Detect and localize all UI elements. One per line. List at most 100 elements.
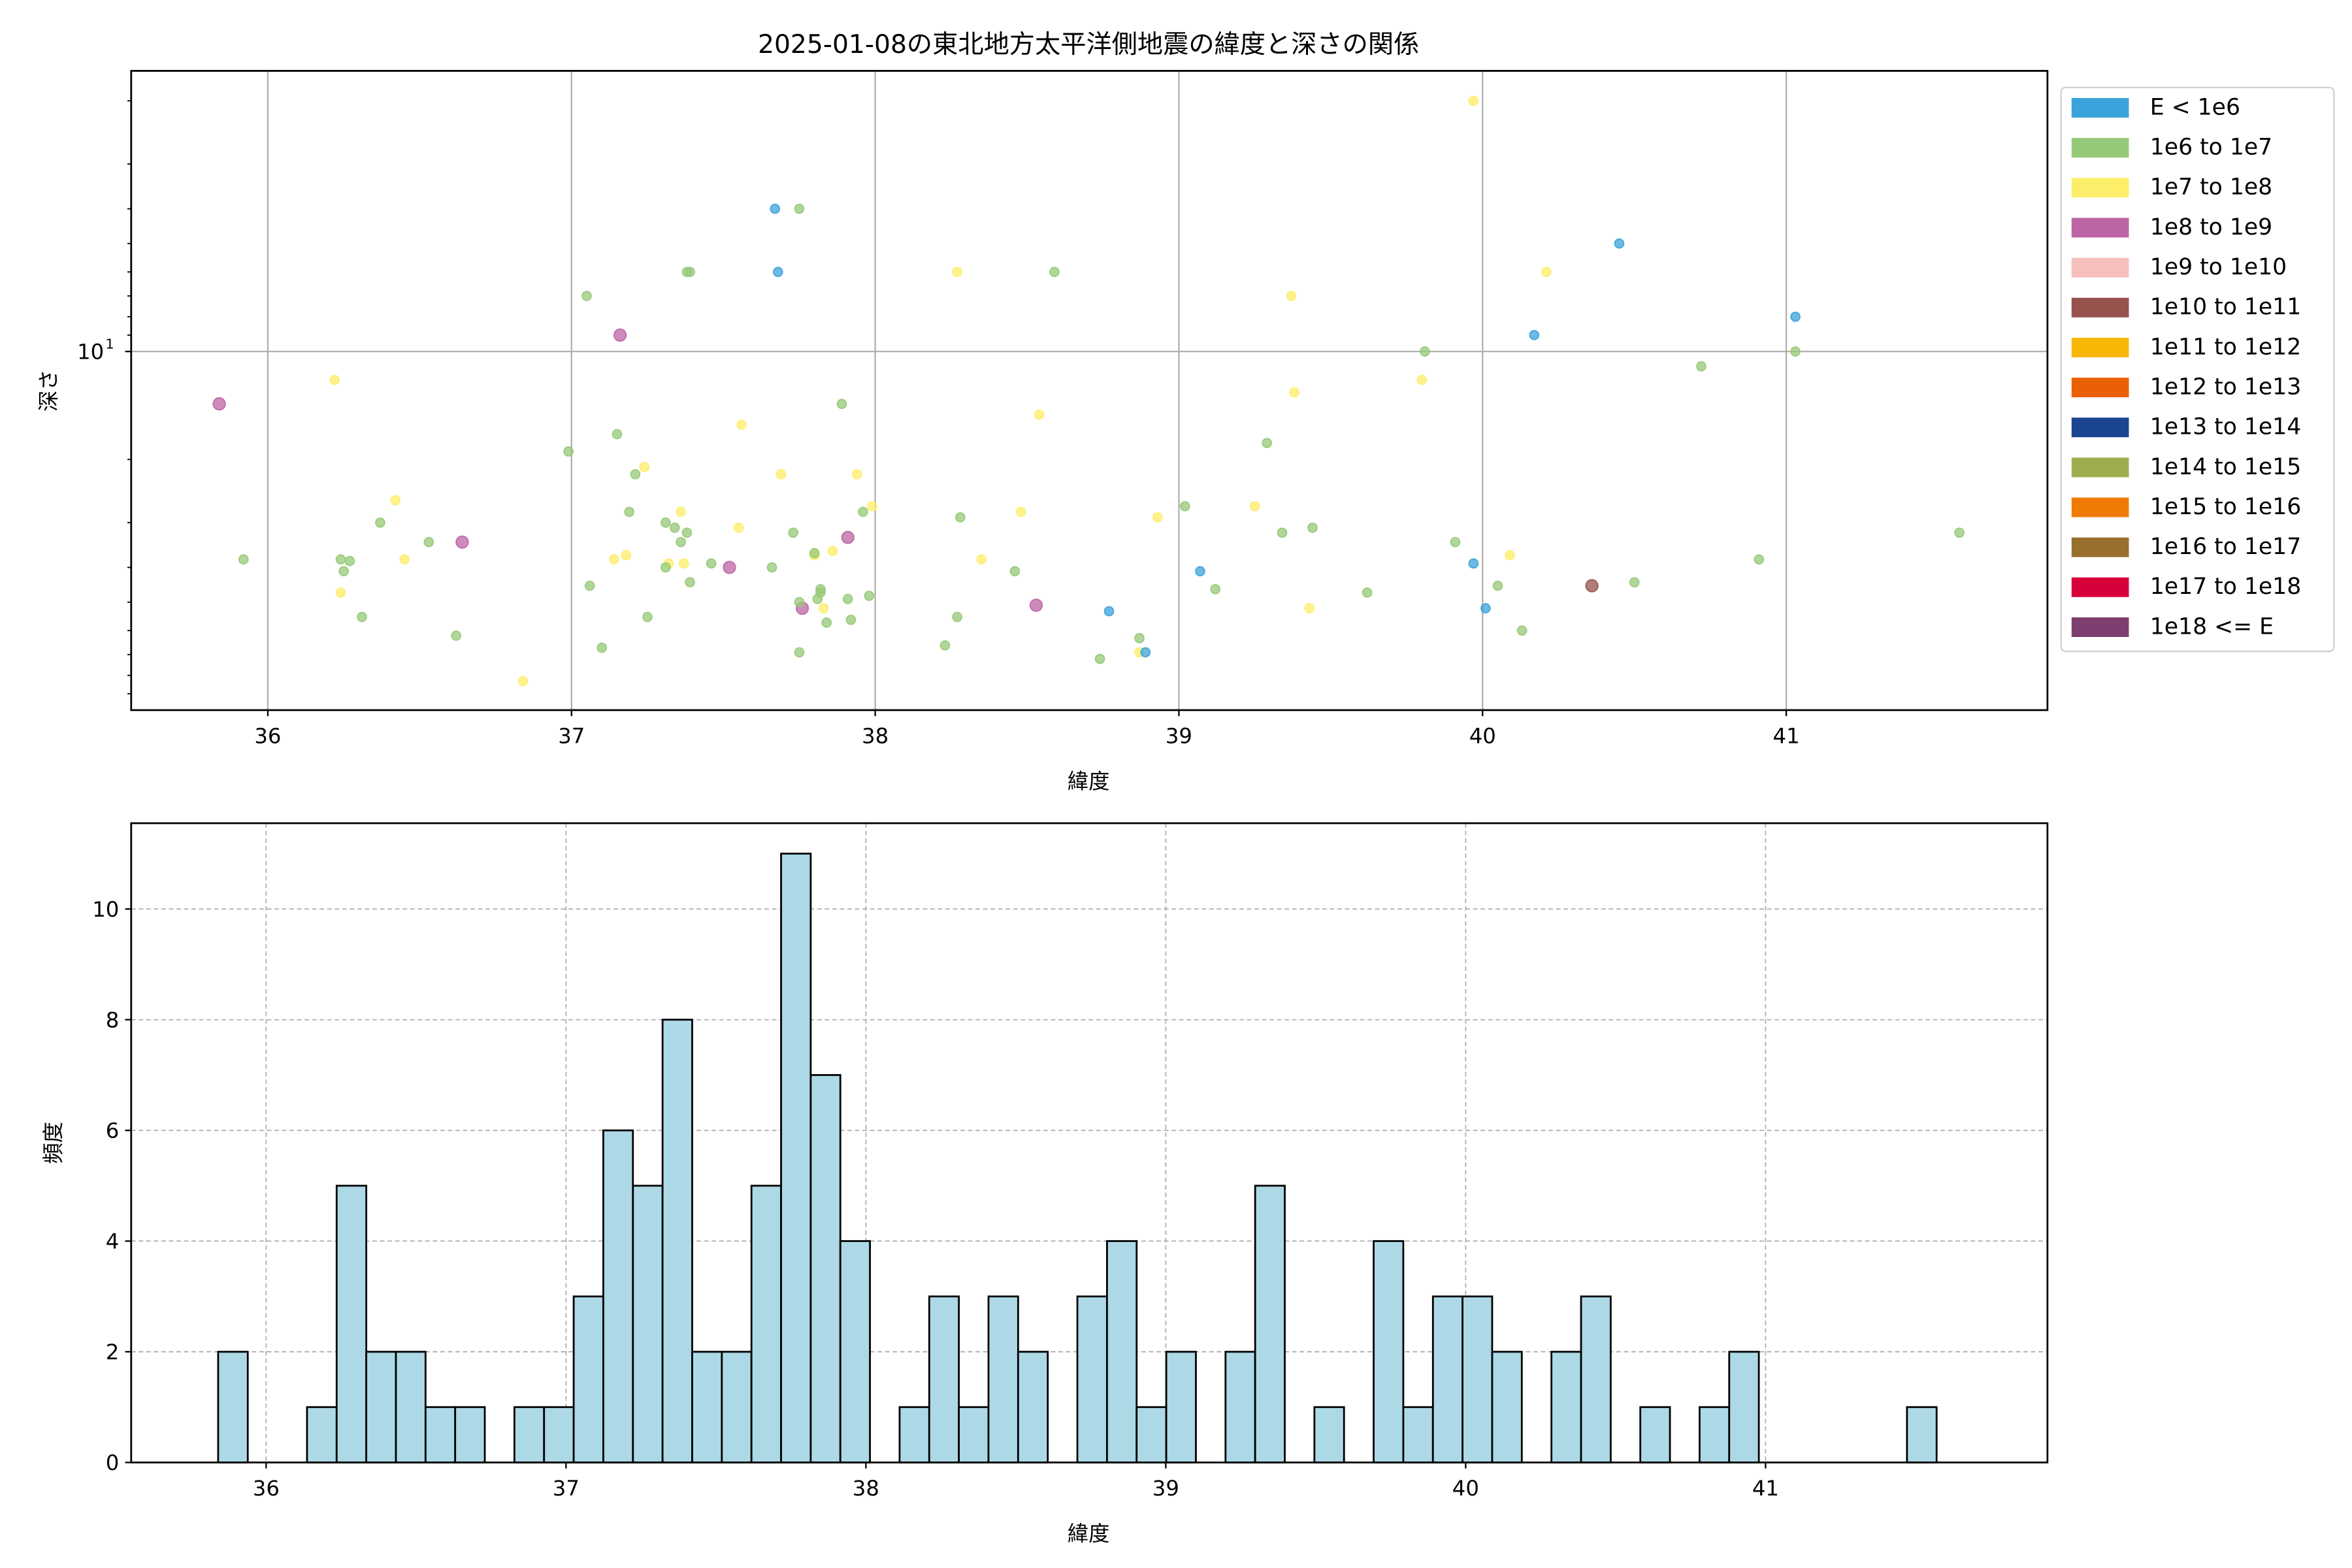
scatter-point bbox=[1140, 647, 1151, 658]
scatter-xtick-label: 39 bbox=[1166, 724, 1192, 749]
legend-label: 1e7 to 1e8 bbox=[2150, 174, 2272, 201]
scatter-point bbox=[455, 535, 469, 549]
scatter-xtick-label: 40 bbox=[1469, 724, 1496, 749]
histogram-bar bbox=[572, 1295, 604, 1463]
scatter-point bbox=[612, 429, 623, 440]
histogram-frame bbox=[130, 822, 2049, 1463]
scatter-point bbox=[685, 267, 695, 278]
histogram-ytick-label: 10 bbox=[92, 897, 119, 922]
scatter-ticks: 36 37 38 39 40 41 10 1 bbox=[77, 100, 1800, 749]
scatter-point bbox=[841, 531, 855, 544]
scatter-point bbox=[1468, 558, 1479, 569]
legend-swatch bbox=[2071, 218, 2129, 238]
legend-swatch bbox=[2071, 178, 2129, 198]
scatter-point bbox=[1420, 346, 1430, 357]
scatter-point bbox=[1505, 550, 1515, 561]
legend-swatch bbox=[2071, 378, 2129, 398]
scatter-point bbox=[1049, 267, 1060, 278]
legend-swatch bbox=[2071, 617, 2129, 637]
scatter-point bbox=[344, 555, 355, 566]
legend-swatch bbox=[2071, 417, 2129, 438]
scatter-point bbox=[581, 291, 592, 301]
histogram-bar bbox=[395, 1350, 427, 1463]
scatter-point bbox=[399, 554, 410, 565]
histogram-bar bbox=[632, 1184, 664, 1463]
histogram-bar bbox=[1462, 1295, 1494, 1463]
histogram-xlabel: 緯度 bbox=[1068, 1521, 1110, 1546]
scatter-point bbox=[375, 517, 385, 528]
scatter-point bbox=[661, 562, 671, 573]
scatter-point bbox=[669, 522, 680, 533]
histogram-bar bbox=[898, 1406, 930, 1463]
histogram-bar bbox=[1254, 1184, 1286, 1463]
legend-label: 1e8 to 1e9 bbox=[2150, 214, 2272, 240]
scatter-xtick-label: 38 bbox=[862, 724, 889, 749]
scatter-point bbox=[1103, 606, 1115, 617]
scatter-grid bbox=[131, 71, 2048, 710]
scatter-point bbox=[773, 267, 783, 278]
scatter-point bbox=[1179, 500, 1190, 512]
legend-label: 1e17 to 1e18 bbox=[2150, 574, 2301, 600]
legend-label: 1e11 to 1e12 bbox=[2150, 334, 2301, 360]
scatter-point bbox=[1262, 438, 1273, 448]
scatter-point bbox=[736, 419, 747, 430]
histogram-bar bbox=[1106, 1240, 1138, 1463]
scatter-point bbox=[818, 603, 829, 613]
scatter-point bbox=[517, 676, 529, 687]
legend-swatch bbox=[2071, 297, 2129, 318]
scatter-point bbox=[766, 562, 777, 573]
scatter-point bbox=[851, 469, 862, 480]
scatter-point bbox=[1529, 330, 1540, 340]
scatter-point bbox=[1195, 566, 1205, 577]
scatter-point bbox=[685, 577, 695, 588]
scatter-point bbox=[1210, 583, 1221, 595]
legend-label: 1e9 to 1e10 bbox=[2150, 254, 2287, 280]
scatter-point bbox=[952, 267, 962, 278]
scatter-point bbox=[357, 612, 367, 623]
scatter-point bbox=[621, 550, 632, 561]
histogram-bar bbox=[602, 1129, 634, 1463]
scatter-frame bbox=[130, 70, 2049, 711]
scatter-point bbox=[451, 630, 461, 641]
histogram-axes: 36 37 38 39 40 41 0 2 4 6 8 10 緯度 頻度 bbox=[41, 822, 2049, 1546]
scatter-point bbox=[1094, 653, 1105, 664]
histogram-bar bbox=[750, 1184, 782, 1463]
scatter-point bbox=[678, 558, 689, 569]
scatter-point bbox=[329, 374, 340, 385]
legend-label: 1e13 to 1e14 bbox=[2150, 414, 2301, 440]
histogram-bar bbox=[809, 1074, 841, 1463]
scatter-point bbox=[1492, 580, 1503, 591]
scatter-point bbox=[1954, 527, 1965, 538]
scatter-point bbox=[939, 640, 951, 651]
scatter-point bbox=[1134, 632, 1145, 644]
legend-label: 1e16 to 1e17 bbox=[2150, 534, 2301, 560]
histogram-bar bbox=[721, 1350, 753, 1463]
histogram-bar bbox=[1135, 1406, 1168, 1463]
scatter-point bbox=[1480, 603, 1491, 613]
scatter-point bbox=[976, 554, 987, 565]
legend-label: 1e18 <= E bbox=[2150, 613, 2274, 640]
scatter-point bbox=[423, 536, 434, 547]
histogram-bar bbox=[661, 1019, 693, 1463]
histogram-bar bbox=[1906, 1406, 1938, 1463]
scatter-point bbox=[1696, 361, 1707, 372]
scatter-point bbox=[630, 469, 641, 480]
legend-label: 1e6 to 1e7 bbox=[2150, 135, 2272, 161]
scatter-ylabel: 深さ bbox=[36, 369, 61, 412]
legend-swatch bbox=[2071, 537, 2129, 557]
histogram-ytick-label: 6 bbox=[106, 1119, 120, 1143]
histogram-bar bbox=[1373, 1240, 1405, 1463]
histogram-ytick-label: 2 bbox=[106, 1340, 120, 1365]
histogram-xtick-label: 38 bbox=[853, 1476, 879, 1501]
legend-swatch bbox=[2071, 337, 2129, 357]
histogram-bar bbox=[987, 1295, 1019, 1463]
scatter-point bbox=[1249, 500, 1260, 512]
scatter-point bbox=[955, 512, 966, 523]
histogram-bar bbox=[1699, 1406, 1731, 1463]
scatter-point bbox=[338, 566, 349, 577]
scatter-point bbox=[1468, 95, 1479, 106]
legend-label: 1e15 to 1e16 bbox=[2150, 494, 2301, 520]
scatter-point bbox=[1541, 267, 1552, 278]
histogram-xtick-label: 41 bbox=[1752, 1476, 1779, 1501]
legend-swatch bbox=[2071, 138, 2129, 158]
